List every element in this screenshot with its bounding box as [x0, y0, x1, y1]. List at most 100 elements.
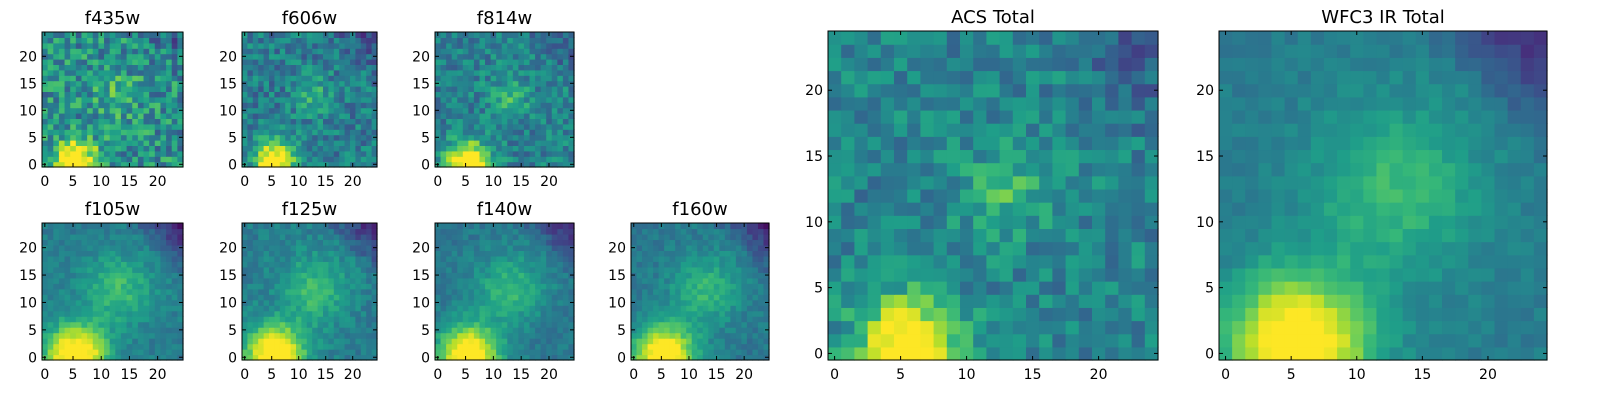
- heatmap-cell: [435, 316, 442, 323]
- heatmap-cell: [166, 42, 173, 49]
- heatmap-cell: [104, 161, 111, 168]
- heatmap-cell: [1039, 281, 1053, 295]
- heatmap-cell: [523, 343, 531, 350]
- heatmap-cell: [986, 202, 1001, 216]
- heatmap-cell: [53, 228, 60, 235]
- heatmap-cell: [247, 161, 254, 168]
- heatmap-cell: [507, 338, 514, 345]
- heatmap-cell: [87, 145, 94, 152]
- heatmap-cell: [664, 250, 671, 257]
- panel-title: f435w: [85, 8, 140, 29]
- heatmap-cell: [171, 288, 178, 295]
- heatmap-cell: [274, 86, 281, 92]
- heatmap-cell: [166, 228, 173, 235]
- heatmap-cell: [171, 338, 178, 345]
- heatmap-cell: [485, 294, 492, 301]
- heatmap-cell: [946, 346, 961, 361]
- heatmap-cell: [339, 233, 346, 241]
- heatmap-cell: [664, 299, 671, 306]
- heatmap-cell: [1131, 320, 1146, 335]
- heatmap-cell: [551, 53, 558, 60]
- heatmap-cell: [757, 294, 765, 301]
- heatmap-cell: [636, 277, 643, 284]
- heatmap-cell: [279, 134, 286, 141]
- heatmap-cell: [708, 239, 715, 246]
- heatmap-cell: [366, 305, 373, 312]
- heatmap-cell: [540, 327, 547, 334]
- heatmap-cell: [653, 228, 660, 235]
- heatmap-cell: [664, 277, 671, 284]
- heatmap-cell: [523, 266, 531, 273]
- heatmap-cell: [247, 53, 254, 60]
- heatmap-cell: [70, 96, 77, 103]
- heatmap-cell: [551, 113, 558, 119]
- heatmap-cell: [306, 53, 313, 60]
- heatmap-cell: [730, 354, 737, 361]
- heatmap-cell: [529, 69, 536, 76]
- heatmap-cell: [746, 332, 754, 339]
- heatmap-cell: [828, 294, 842, 308]
- heatmap-cell: [344, 349, 351, 356]
- heatmap-cell: [686, 310, 693, 317]
- heatmap-cell: [479, 75, 486, 82]
- heatmap-cell: [154, 102, 162, 109]
- heatmap-cell: [1039, 215, 1053, 229]
- heatmap-cell: [360, 134, 367, 141]
- heatmap-cell: [1078, 228, 1093, 243]
- heatmap-cell: [317, 118, 324, 125]
- heatmap-cell: [529, 277, 536, 284]
- heatmap-cell: [58, 239, 66, 246]
- heatmap-cell: [490, 310, 497, 317]
- heatmap-cell: [440, 69, 447, 76]
- heatmap-cell: [42, 113, 49, 119]
- heatmap-cell: [285, 32, 292, 38]
- heatmap-cell: [1026, 202, 1040, 216]
- heatmap-cell: [1026, 346, 1040, 361]
- heatmap-cell: [126, 80, 133, 87]
- heatmap-cell: [290, 321, 297, 328]
- heatmap-cell: [42, 145, 49, 152]
- heatmap-cell: [752, 310, 759, 317]
- heatmap-cell: [457, 150, 464, 157]
- heatmap-cell: [42, 129, 49, 136]
- heatmap-cell: [529, 102, 536, 109]
- heatmap-cell: [546, 42, 553, 49]
- heatmap-cell: [132, 244, 139, 251]
- heatmap-cell: [98, 332, 105, 339]
- heatmap-cell: [75, 349, 83, 356]
- heatmap-cell: [366, 244, 373, 251]
- heatmap-cell: [132, 223, 139, 230]
- heatmap-cell: [631, 233, 638, 241]
- heatmap-cell: [636, 316, 643, 323]
- heatmap-cell: [568, 321, 575, 328]
- heatmap-cell: [686, 338, 693, 345]
- heatmap-cell: [973, 294, 987, 308]
- heatmap-cell: [263, 349, 270, 356]
- heatmap-cell: [252, 80, 259, 87]
- heatmap-cell: [691, 244, 698, 251]
- heatmap-cell: [296, 272, 302, 279]
- heatmap-cell: [70, 349, 77, 356]
- heatmap-cell: [53, 244, 60, 251]
- heatmap-cell: [642, 228, 649, 235]
- heatmap-cell: [920, 188, 935, 203]
- heatmap-cell: [631, 294, 638, 301]
- heatmap-cell: [120, 223, 128, 230]
- heatmap-cell: [446, 266, 453, 273]
- heatmap-cell: [435, 64, 442, 71]
- heatmap-cell: [258, 338, 265, 345]
- heatmap-cell: [529, 261, 536, 268]
- heatmap-cell: [490, 272, 497, 279]
- heatmap-cell: [296, 150, 302, 157]
- heatmap-cell: [366, 75, 373, 82]
- heatmap-cell: [137, 266, 145, 273]
- heatmap-cell: [697, 327, 704, 334]
- heatmap-cell: [120, 32, 128, 38]
- heatmap-cell: [557, 299, 564, 306]
- heatmap-cell: [446, 354, 453, 361]
- heatmap-cell: [523, 123, 531, 130]
- heatmap-cell: [70, 53, 77, 60]
- heatmap-cell: [512, 129, 519, 136]
- heatmap-cell: [523, 321, 531, 328]
- heatmap-cell: [290, 332, 297, 339]
